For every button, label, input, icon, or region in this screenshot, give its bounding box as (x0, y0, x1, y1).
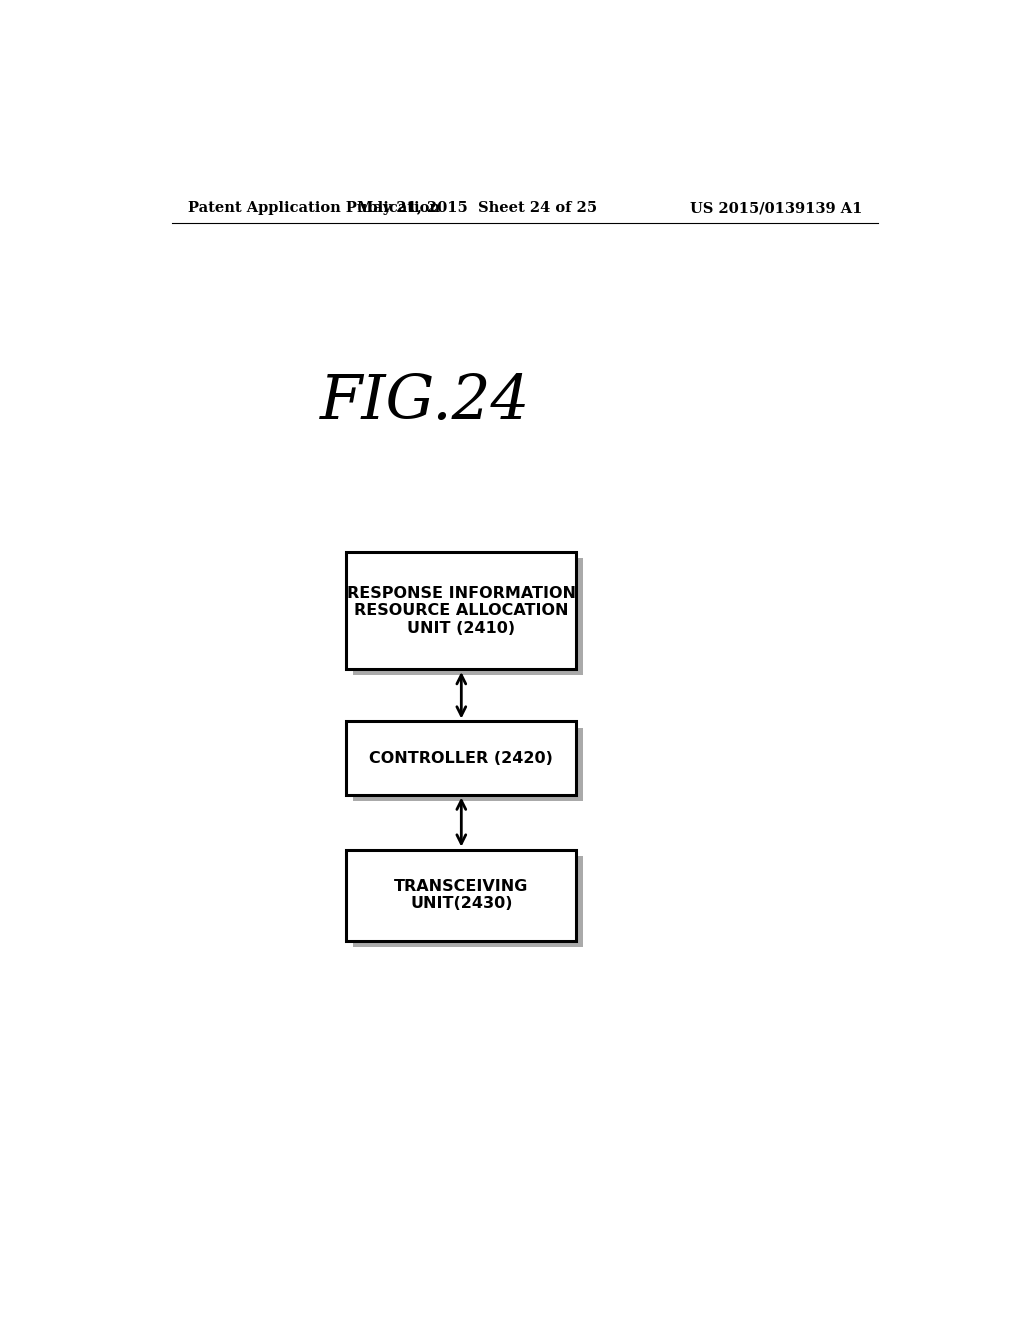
Text: May 21, 2015  Sheet 24 of 25: May 21, 2015 Sheet 24 of 25 (357, 201, 597, 215)
Text: Patent Application Publication: Patent Application Publication (187, 201, 439, 215)
Text: RESPONSE INFORMATION
RESOURCE ALLOCATION
UNIT (2410): RESPONSE INFORMATION RESOURCE ALLOCATION… (347, 586, 575, 636)
Bar (352, 727, 583, 801)
Bar (346, 552, 577, 669)
Text: TRANSCEIVING
UNIT(2430): TRANSCEIVING UNIT(2430) (394, 879, 528, 912)
Bar (352, 558, 583, 676)
Text: FIG.24: FIG.24 (321, 372, 530, 433)
Text: US 2015/0139139 A1: US 2015/0139139 A1 (690, 201, 862, 215)
Text: CONTROLLER (2420): CONTROLLER (2420) (370, 751, 553, 766)
Bar (346, 722, 577, 795)
Bar (346, 850, 577, 941)
Bar (352, 855, 583, 948)
